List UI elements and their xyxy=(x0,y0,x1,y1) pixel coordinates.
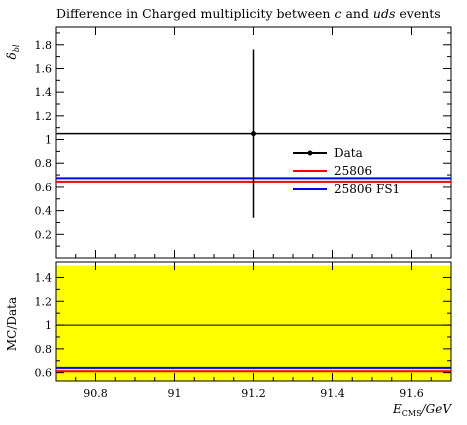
top-ylabel-main: δ xyxy=(5,52,19,59)
title-part-1: Difference in Charged multiplicity betwe… xyxy=(56,6,334,21)
title-part-5: events xyxy=(395,6,440,21)
bottom-ylabel: MC/Data xyxy=(5,297,19,351)
top-ytick-label: 0.6 xyxy=(35,181,53,194)
top-ytick-label: 1.4 xyxy=(35,86,53,99)
top-ytick-label: 1 xyxy=(45,134,52,147)
top-ylabel: δbl xyxy=(5,44,21,59)
title-part-3: and xyxy=(341,6,372,21)
title-part-4: uds xyxy=(373,6,395,21)
x-axis-label-main: E xyxy=(392,402,402,416)
x-axis-label-sub: CMS xyxy=(402,409,422,418)
x-tick-label: 91 xyxy=(168,387,182,400)
legend-label: 25806 FS1 xyxy=(334,182,400,196)
top-ytick-label: 0.8 xyxy=(35,157,53,170)
top-ytick-label: 1.8 xyxy=(35,39,53,52)
top-ytick-label: 0.4 xyxy=(35,205,53,218)
top-ylabel-sub: bl xyxy=(12,44,21,52)
legend-label: 25806 xyxy=(334,164,372,178)
x-tick-label: 90.8 xyxy=(83,387,108,400)
chart-title: Difference in Charged multiplicity betwe… xyxy=(56,6,441,21)
bottom-ytick-label: 1.4 xyxy=(35,271,53,284)
top-ytick-label: 0.2 xyxy=(35,228,53,241)
x-tick-label: 91.2 xyxy=(241,387,266,400)
bottom-plot: 0.6 0.8 1 1.2 1.4 90.8 91 91.2 91.4 91.6 xyxy=(35,261,452,400)
x-tick-label: 91.4 xyxy=(320,387,345,400)
bottom-ytick-label: 0.6 xyxy=(35,367,53,380)
data-point xyxy=(251,131,256,137)
uncertainty-band xyxy=(56,265,451,381)
top-plot: 0.2 0.4 0.6 0.8 1 1.2 1.4 1.6 1.8 Data 25806 25806 … xyxy=(35,26,452,259)
legend-label: Data xyxy=(334,146,363,160)
x-tick-label: 91.6 xyxy=(399,387,424,400)
x-axis-label: ECMS/GeV xyxy=(392,402,452,418)
bottom-ytick-label: 1 xyxy=(45,319,52,332)
legend-marker xyxy=(307,150,313,156)
title-part-2: c xyxy=(334,6,341,21)
bottom-ytick-label: 1.2 xyxy=(35,295,53,308)
x-axis-label-unit: /GeV xyxy=(421,402,453,416)
top-ytick-label: 1.6 xyxy=(35,62,53,75)
top-ytick-label: 1.2 xyxy=(35,110,53,123)
bottom-ytick-label: 0.8 xyxy=(35,343,53,356)
